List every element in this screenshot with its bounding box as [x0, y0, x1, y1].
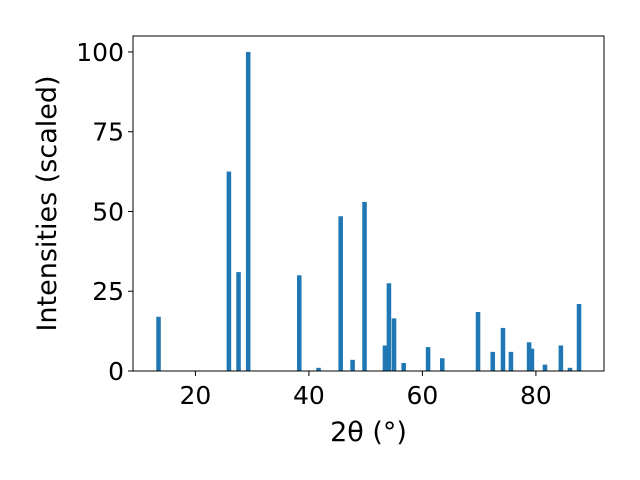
- bar: [362, 201, 367, 371]
- y-axis-label: Intensities (scaled): [32, 75, 63, 331]
- bar: [245, 51, 251, 371]
- bar: [542, 364, 548, 371]
- x-axis-label: 2θ (°): [330, 417, 407, 448]
- y-axis-ticks: 0 25 50 75 100: [76, 38, 133, 386]
- x-axis-ticks: 20 40 60 80: [180, 371, 552, 410]
- bar: [316, 367, 321, 371]
- y-tick-label: 25: [92, 277, 124, 306]
- bar: [350, 359, 355, 371]
- bar: [440, 358, 445, 371]
- bar: [391, 318, 397, 371]
- bar: [156, 316, 161, 371]
- bar: [475, 311, 481, 371]
- bar: [526, 342, 532, 371]
- x-tick-label: 80: [520, 381, 552, 410]
- bar: [558, 345, 564, 371]
- bar: [500, 327, 506, 371]
- x-tick-label: 60: [407, 381, 439, 410]
- plot-frame: [132, 35, 605, 372]
- bar: [382, 345, 388, 371]
- bar: [508, 351, 514, 371]
- y-tick-label: 75: [92, 118, 124, 147]
- bar: [296, 275, 302, 371]
- x-tick-label: 20: [180, 381, 212, 410]
- bar: [576, 304, 582, 371]
- bar: [401, 363, 406, 371]
- bars-group: [156, 51, 582, 371]
- bar: [567, 367, 573, 371]
- x-tick-label: 40: [293, 381, 325, 410]
- bar: [338, 216, 343, 371]
- bar: [226, 171, 232, 371]
- bar: [236, 272, 241, 371]
- y-tick-label: 100: [76, 38, 124, 67]
- bar: [490, 351, 496, 371]
- y-tick-label: 0: [108, 357, 124, 386]
- bar: [386, 283, 392, 371]
- bar: [425, 347, 431, 371]
- y-tick-label: 50: [92, 197, 124, 226]
- bar: [529, 348, 535, 371]
